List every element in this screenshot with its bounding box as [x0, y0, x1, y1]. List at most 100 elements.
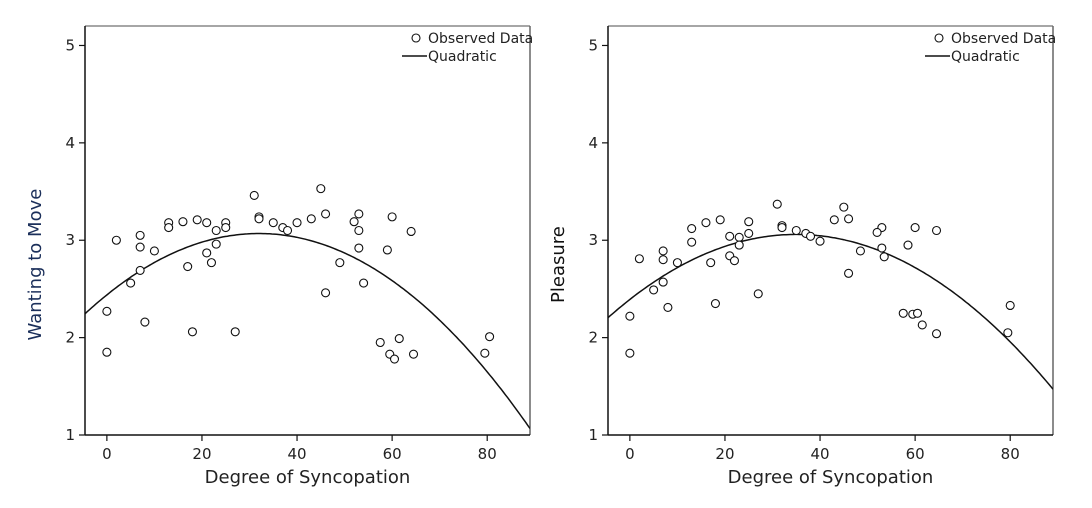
x-tick-label: 80 [1001, 445, 1020, 463]
data-point [382, 245, 392, 255]
data-point [805, 231, 816, 241]
y-tick-label: 4 [65, 134, 75, 152]
data-point [744, 228, 754, 238]
data-point [839, 202, 849, 212]
x-tick-label: 20 [715, 445, 734, 463]
data-point [126, 278, 136, 288]
data-point [649, 285, 659, 295]
data-point [877, 243, 887, 253]
y-tick-label: 3 [588, 231, 598, 249]
y-tick-label: 5 [65, 36, 75, 54]
data-point [480, 348, 490, 358]
data-point [354, 225, 364, 236]
legend-marker-icon [411, 33, 421, 43]
data-point [249, 190, 259, 200]
data-point [321, 288, 331, 298]
data-point [485, 332, 495, 342]
data-point [931, 225, 942, 236]
data-point [111, 235, 121, 245]
data-point [408, 349, 419, 359]
y-tick-label: 2 [65, 329, 75, 347]
data-point [202, 248, 212, 258]
data-point [672, 258, 682, 268]
data-point [406, 226, 416, 237]
data-point [903, 240, 913, 250]
data-point [335, 258, 345, 268]
data-point [211, 239, 221, 249]
data-point [855, 246, 866, 256]
legend-marker-icon [934, 33, 944, 43]
data-point [879, 252, 889, 262]
data-point [844, 268, 854, 278]
data-point [917, 320, 927, 330]
x-tick-label: 80 [478, 445, 497, 463]
data-point [663, 302, 673, 312]
data-point [710, 298, 720, 309]
y-tick-label: 1 [65, 426, 75, 444]
data-point [634, 254, 644, 264]
data-point [102, 347, 112, 357]
data-point [658, 246, 668, 256]
y-tick-label: 5 [588, 36, 598, 54]
data-point [282, 225, 293, 236]
data-point [183, 261, 193, 272]
data-point [321, 209, 331, 219]
data-point [306, 214, 316, 224]
x-tick-label: 20 [192, 445, 211, 463]
data-point [135, 242, 145, 252]
x-tick-label: 60 [906, 445, 925, 463]
y-axis-label: Pleasure [548, 226, 569, 303]
legend-label-observed: Observed Data [951, 31, 1056, 47]
data-point [316, 184, 326, 194]
y-axis-label: Wanting to Move [25, 189, 46, 341]
data-point [102, 306, 112, 316]
data-point [254, 214, 264, 224]
data-point [625, 311, 635, 321]
data-point [658, 255, 668, 265]
data-point [744, 217, 754, 227]
data-point [725, 231, 735, 241]
data-point [192, 215, 202, 225]
data-point [753, 289, 763, 299]
data-point [912, 308, 923, 318]
data-point [687, 237, 697, 247]
data-point [354, 243, 364, 253]
data-point [729, 256, 740, 266]
data-point [389, 354, 400, 364]
y-tick-label: 4 [588, 134, 598, 152]
data-point [791, 225, 801, 236]
data-point [135, 265, 145, 275]
legend-label-observed: Observed Data [428, 31, 533, 47]
data-point [898, 308, 908, 318]
data-point [211, 225, 221, 236]
data-point [829, 215, 839, 225]
data-point [178, 217, 188, 227]
data-point [772, 199, 782, 209]
y-tick-label: 2 [588, 329, 598, 347]
x-tick-label: 40 [287, 445, 306, 463]
data-point [1005, 300, 1015, 311]
chart-1: 0 20 40 60 80 1 2 3 4 5 Degree of Syncopation Pleas… [548, 25, 1056, 488]
data-point [715, 215, 725, 225]
data-point [202, 218, 212, 228]
x-tick-label: 0 [102, 445, 112, 463]
data-point [687, 224, 697, 234]
data-point [359, 278, 369, 288]
data-point [931, 329, 942, 339]
data-point [187, 327, 197, 337]
data-point [777, 223, 787, 233]
legend-label-quadratic: Quadratic [428, 49, 497, 65]
x-axis-label: Degree of Syncopation [728, 467, 934, 488]
y-tick-label: 3 [65, 231, 75, 249]
data-point [815, 236, 825, 246]
data-point [292, 218, 302, 228]
x-tick-label: 60 [383, 445, 402, 463]
quadratic-fit-line [85, 232, 530, 429]
data-point [375, 337, 385, 348]
data-point [910, 223, 920, 233]
data-point [734, 240, 744, 250]
data-point [394, 334, 404, 344]
legend-label-quadratic: Quadratic [951, 49, 1020, 65]
x-tick-label: 40 [810, 445, 829, 463]
data-point [701, 218, 711, 228]
